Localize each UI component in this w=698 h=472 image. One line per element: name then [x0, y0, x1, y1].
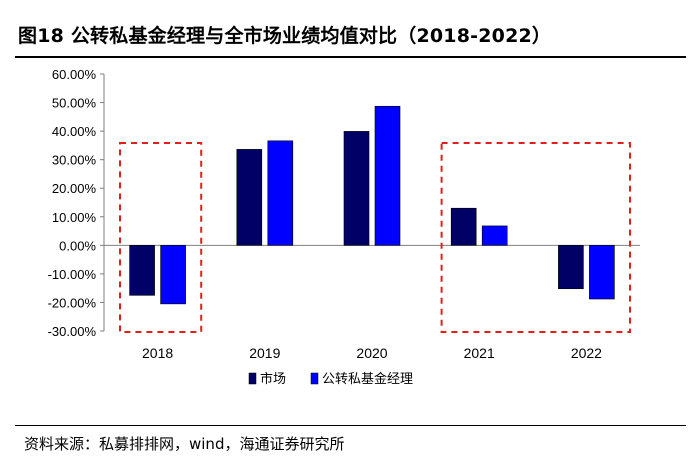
bar-fund-2018	[160, 245, 186, 305]
title-divider	[15, 56, 686, 58]
y-tick-label: -20.00%	[48, 295, 97, 310]
bar-market-2020	[343, 131, 370, 246]
x-tick-label: 2021	[464, 345, 495, 361]
bar-market-2022	[558, 245, 584, 290]
x-tick-label: 2020	[356, 345, 387, 361]
legend-label-fund: 公转私基金经理	[322, 371, 413, 387]
x-tick-label: 2022	[571, 345, 602, 361]
y-tick-label: 60.00%	[52, 67, 97, 82]
y-tick-label: 30.00%	[52, 153, 97, 168]
bar-fund-2022	[589, 245, 615, 300]
bar-market-2019	[236, 149, 263, 246]
bar-market-2021	[450, 207, 477, 246]
y-tick-label: 50.00%	[52, 96, 97, 111]
legend-swatch-fund	[310, 372, 319, 385]
bar-market-2018	[129, 245, 155, 296]
y-tick-label: -10.00%	[48, 267, 97, 282]
y-tick-label: 20.00%	[52, 181, 97, 196]
source-divider	[15, 425, 686, 426]
legend-swatch-market	[248, 372, 257, 385]
y-tick-label: -30.00%	[48, 324, 97, 339]
legend-label-market: 市场	[260, 371, 286, 387]
x-tick-label: 2019	[249, 345, 280, 361]
highlight-box-2	[440, 142, 631, 333]
figure-title: 图18 公转私基金经理与全市场业绩均值对比（2018-2022）	[18, 25, 552, 47]
bar-fund-2021	[481, 225, 508, 246]
x-tick-label: 2018	[142, 345, 173, 361]
y-tick-label: 40.00%	[52, 124, 97, 139]
y-tick-label: 0.00%	[59, 238, 96, 253]
highlight-box-1	[119, 142, 203, 333]
bar-chart: 60.00% 50.00% 40.00% 30.00% 20.00% 10.00% 0.00…	[48, 67, 640, 387]
bar-fund-2019	[267, 140, 294, 246]
source-note: 资料来源：私募排排网，wind，海通证券研究所	[24, 435, 345, 453]
y-tick-label: 10.00%	[52, 210, 97, 225]
bar-fund-2020	[374, 105, 401, 246]
